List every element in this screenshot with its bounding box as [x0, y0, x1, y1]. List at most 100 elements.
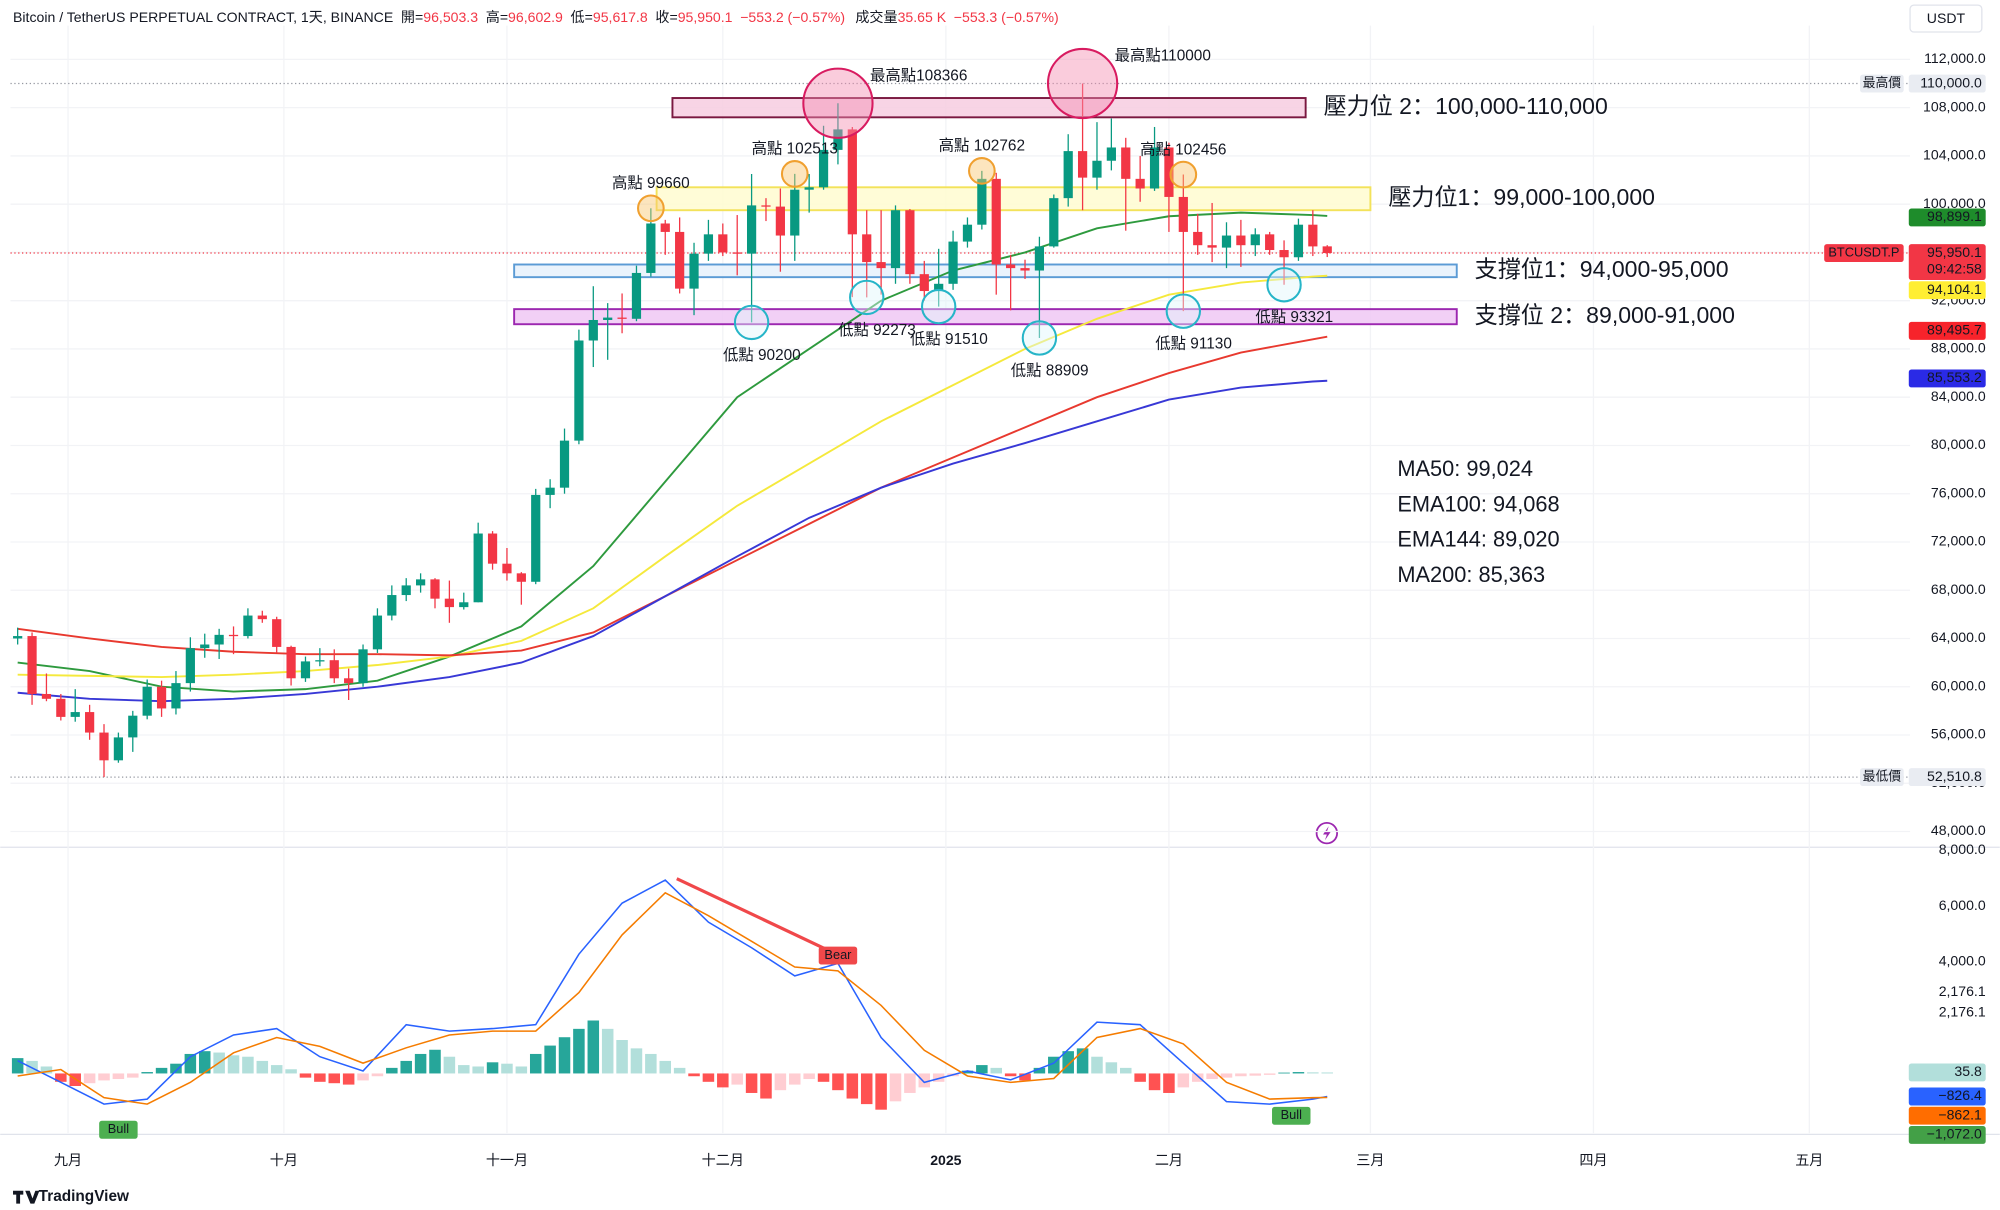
signal-label: Bear — [824, 947, 852, 962]
histogram-bar — [558, 1037, 571, 1074]
candle-body — [761, 205, 771, 207]
zone-label: 支撐位 2：89,000-91,000 — [1475, 302, 1735, 328]
low-value: 95,617.8 — [593, 9, 648, 25]
candle-body — [905, 210, 915, 275]
zone — [655, 186, 1372, 212]
candle-body — [1006, 264, 1016, 269]
candle-body — [85, 712, 95, 733]
candle-body — [430, 579, 440, 599]
replay-icon[interactable] — [1315, 822, 1339, 845]
histogram-bar — [429, 1049, 441, 1074]
histogram-bar — [1062, 1051, 1074, 1074]
histogram-bar — [846, 1073, 859, 1099]
annotation-circle — [637, 194, 665, 223]
volume-change: −553.3 (−0.57%) — [954, 9, 1059, 25]
candle-body — [113, 737, 124, 761]
candle-body — [13, 636, 23, 639]
annotation-circle — [1165, 293, 1202, 329]
candle-body — [545, 487, 555, 495]
candle-body — [156, 686, 167, 709]
y-tick-label: 2,176.1 — [1939, 983, 1986, 999]
candle-body — [1308, 224, 1318, 247]
histogram-bar — [544, 1045, 556, 1074]
annotation-circle — [1021, 320, 1058, 356]
price-badge-label: 85,553.2 — [1927, 369, 1982, 385]
histogram-bar — [717, 1073, 729, 1088]
y-tick-label: 2,176.1 — [1939, 1004, 1986, 1020]
candle-body — [660, 223, 670, 232]
currency-button[interactable] — [1909, 4, 1983, 33]
price-badge-tag-label: BTCUSDT.P — [1828, 244, 1899, 259]
histogram-bar — [659, 1060, 672, 1074]
candle-body — [502, 563, 512, 574]
candle-body — [1265, 234, 1275, 251]
histogram-bar — [170, 1063, 182, 1074]
candle-body — [200, 644, 210, 649]
histogram-bar — [1292, 1072, 1305, 1074]
histogram-bar — [1048, 1056, 1060, 1074]
header: Bitcoin / TetherUS PERPETUAL CONTRACT, 1… — [13, 9, 1059, 25]
y-tick-label: 84,000.0 — [1931, 388, 1986, 404]
logo-mark[interactable] — [13, 1190, 40, 1204]
histogram-bar — [472, 1066, 484, 1074]
zone-label: 壓力位 2：100,000-110,000 — [1324, 93, 1608, 119]
candle-body — [689, 253, 699, 289]
candle-body — [459, 602, 469, 608]
candle-body — [387, 595, 397, 616]
annotation-label: 高點 102513 — [752, 140, 838, 158]
ma-line — [17, 274, 1328, 679]
candle-body — [1164, 147, 1174, 197]
price-badge — [1908, 74, 1986, 93]
candle-body — [790, 189, 800, 236]
histogram-bar — [1120, 1067, 1132, 1074]
candle-body — [286, 646, 296, 679]
x-tick-label: 三月 — [1356, 1152, 1384, 1168]
y-tick-label: 56,000.0 — [1931, 726, 1986, 742]
candle-body — [228, 634, 239, 637]
candle-body — [847, 129, 857, 235]
symbol-title: Bitcoin / TetherUS PERPETUAL CONTRACT, 1… — [13, 9, 393, 25]
histogram-bar — [40, 1066, 53, 1074]
legend-entry: EMA100: 94,068 — [1397, 491, 1559, 516]
histogram-bar — [904, 1073, 916, 1093]
candle-body — [732, 252, 742, 254]
price-badge-label: 52,510.8 — [1927, 768, 1982, 784]
histogram-bar — [1019, 1073, 1031, 1081]
annotation-label: 低點 92273 — [838, 321, 916, 339]
histogram-bar — [1220, 1073, 1233, 1078]
candle-body — [243, 615, 253, 637]
logo-text[interactable]: TradingView — [39, 1188, 129, 1205]
histogram-bar — [1206, 1073, 1218, 1080]
histogram-bar — [98, 1073, 110, 1081]
histogram-bar — [141, 1072, 153, 1074]
histogram-bar — [501, 1063, 513, 1074]
histogram-bar — [11, 1058, 24, 1074]
high-label: 高= — [486, 9, 508, 25]
candle-body — [1121, 147, 1131, 179]
icon-bolt[interactable] — [1323, 826, 1331, 841]
annotation-label: 低點 91130 — [1155, 335, 1232, 353]
price-badge-label: −1,072.0 — [1927, 1126, 1982, 1142]
price-badge — [1908, 369, 1986, 388]
x-tick-label: 十月 — [270, 1152, 298, 1168]
histogram-bar — [1249, 1073, 1262, 1076]
currency-label[interactable]: USDT — [1927, 10, 1966, 26]
annotation-circle — [1046, 47, 1119, 120]
logo[interactable]: TradingView — [13, 1188, 129, 1205]
histogram-bar — [932, 1073, 945, 1082]
y-tick-label: 80,000.0 — [1931, 436, 1986, 452]
zone — [671, 97, 1307, 119]
price-badge-label: 35.8 — [1954, 1063, 1982, 1079]
annotation-circle — [733, 304, 770, 341]
annotation-circle — [780, 160, 809, 188]
histogram-bar — [789, 1073, 801, 1085]
ma-line — [17, 335, 1328, 657]
candle-body — [1149, 147, 1160, 189]
candle-body — [1207, 245, 1217, 248]
histogram-bar — [299, 1073, 312, 1078]
y-tick-label: 108,000.0 — [1923, 98, 1986, 114]
histogram-bar — [285, 1069, 297, 1074]
price-badge-label: 110,000.0 — [1920, 74, 1982, 90]
histogram-bar — [1004, 1073, 1017, 1077]
